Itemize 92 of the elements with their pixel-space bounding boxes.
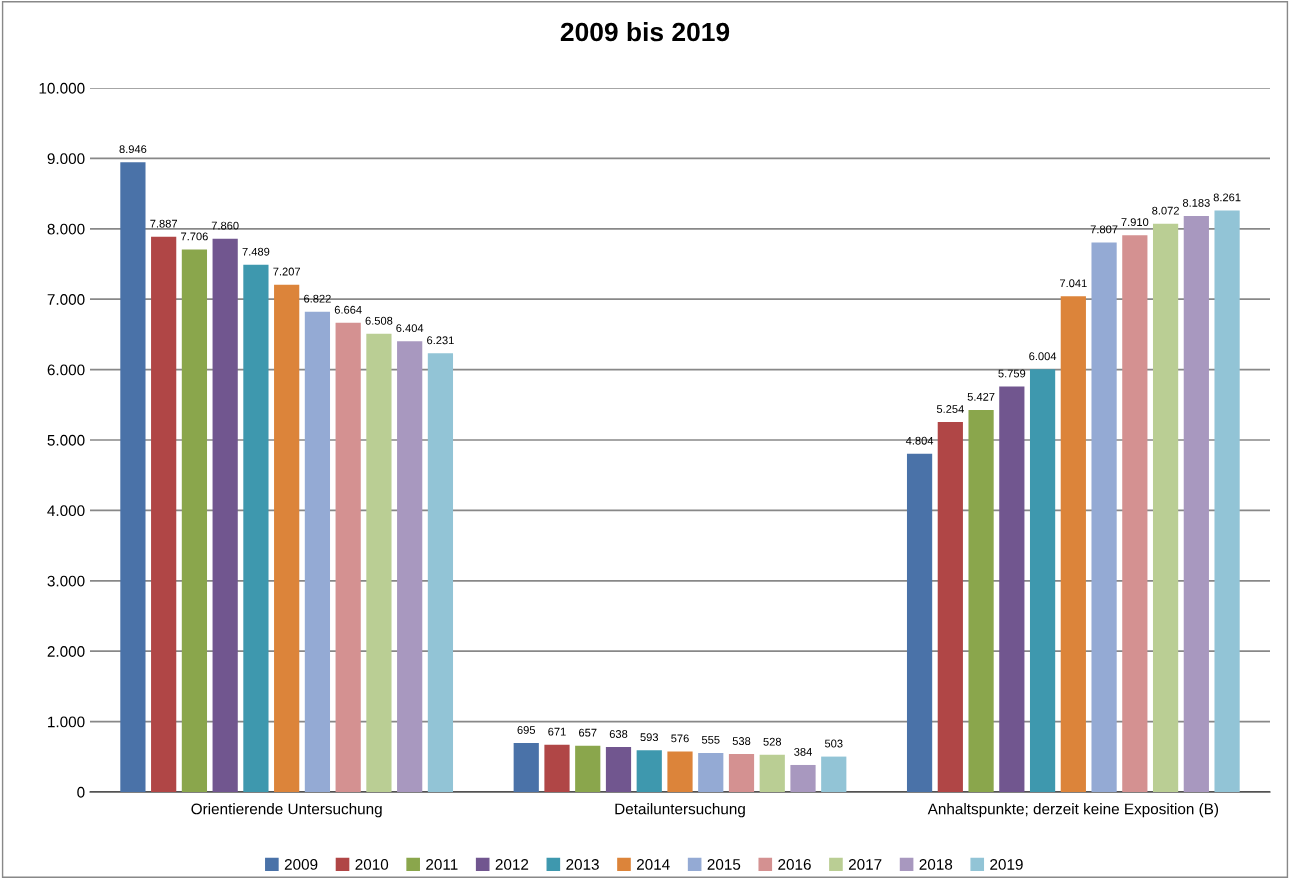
bar (243, 264, 269, 792)
y-tick-label: 1.000 (48, 716, 85, 728)
bar (759, 754, 785, 792)
legend-label: 2014 (636, 859, 670, 870)
data-label: 6.664 (334, 305, 362, 314)
bar (397, 341, 423, 792)
y-tick-label: 6.000 (47, 364, 85, 376)
data-label: 5.254 (936, 405, 964, 413)
data-label: 7.887 (150, 219, 178, 228)
legend-label: 2009 (284, 859, 318, 870)
x-tick-label: Detailuntersuchung (615, 803, 745, 818)
data-label: 528 (763, 737, 782, 746)
bar (698, 752, 724, 792)
y-tick-label: 7.000 (47, 294, 85, 305)
bar (605, 747, 632, 792)
bar (427, 353, 454, 792)
bar (1214, 210, 1240, 792)
data-label: 8.183 (1182, 198, 1210, 207)
data-label: 5.427 (967, 392, 995, 401)
legend-label: 2018 (919, 859, 953, 870)
data-label: 7.489 (242, 247, 270, 256)
x-tick-label: Orientierende Untersuchung (191, 803, 382, 818)
y-tick-label: 10.000 (39, 82, 85, 94)
legend-label: 2019 (990, 859, 1023, 870)
bar (181, 249, 208, 792)
data-label: 7.041 (1060, 279, 1087, 288)
y-tick-label: 8.000 (47, 223, 85, 235)
bar (1122, 235, 1148, 792)
chart-title: 2009 bis 2019 (560, 21, 730, 42)
bar (304, 311, 331, 792)
data-label: 503 (824, 739, 843, 748)
bar (1029, 369, 1056, 792)
bar (1152, 223, 1179, 792)
data-label: 7.807 (1090, 225, 1118, 234)
bar (1183, 215, 1209, 792)
legend-label: 2016 (778, 859, 811, 870)
bar (274, 284, 300, 792)
bar (544, 744, 570, 792)
bar (790, 764, 816, 792)
bar (151, 236, 177, 792)
bar (667, 751, 693, 792)
data-label: 538 (732, 737, 751, 745)
bar (821, 756, 847, 792)
data-label: 5.759 (998, 369, 1026, 378)
data-label: 6.004 (1029, 352, 1057, 361)
y-tick-label: 3.000 (47, 575, 85, 587)
bar (968, 409, 994, 792)
data-label: 8.261 (1213, 193, 1241, 202)
bar (728, 754, 755, 792)
data-label: 593 (640, 733, 659, 742)
legend-label: 2013 (566, 859, 599, 870)
y-tick-label: 0 (77, 786, 85, 798)
bar (366, 333, 392, 792)
bar (1060, 296, 1086, 792)
legend-label: 2010 (355, 859, 389, 870)
bar (636, 750, 662, 792)
data-label: 695 (517, 726, 536, 734)
legend-label: 2012 (495, 859, 529, 870)
data-label: 555 (701, 736, 720, 744)
bar (575, 745, 601, 792)
data-label: 6.231 (427, 336, 454, 345)
data-label: 384 (794, 747, 812, 756)
data-label: 7.706 (181, 232, 208, 241)
bar (1091, 242, 1117, 792)
data-label: 8.072 (1152, 206, 1179, 215)
data-label: 671 (548, 727, 566, 736)
data-label: 576 (671, 734, 689, 743)
bar (513, 743, 539, 792)
y-tick-label: 5.000 (47, 434, 85, 446)
bar (335, 322, 361, 792)
data-label: 6.404 (396, 324, 424, 333)
data-label: 6.822 (304, 294, 331, 303)
bar (906, 453, 933, 792)
legend-label: 2015 (707, 859, 741, 870)
bar (212, 238, 238, 792)
data-label: 7.207 (273, 267, 301, 276)
data-label: 7.860 (211, 221, 239, 230)
x-tick-label: Anhaltspunkte; derzeit keine Exposition (B) (927, 803, 1219, 818)
legend-label: 2017 (848, 859, 882, 870)
y-tick-label: 9.000 (47, 153, 85, 165)
data-label: 8.946 (119, 145, 147, 154)
legend-label: 2011 (426, 859, 458, 870)
data-label: 638 (609, 730, 628, 738)
data-label: 7.910 (1121, 218, 1149, 226)
y-tick-label: 4.000 (47, 505, 85, 517)
bar (120, 162, 146, 792)
bar (999, 386, 1025, 792)
bar (937, 422, 963, 792)
data-label: 4.804 (905, 436, 934, 445)
data-label: 657 (579, 728, 597, 737)
data-label: 6.508 (365, 316, 393, 325)
y-tick-label: 2.000 (47, 646, 85, 657)
